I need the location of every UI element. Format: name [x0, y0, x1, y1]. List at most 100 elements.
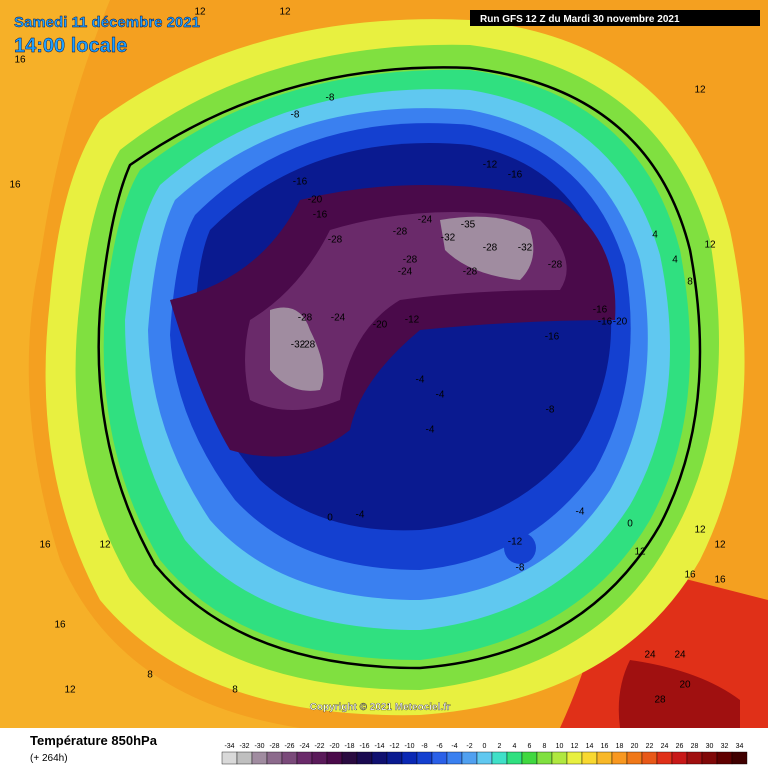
scale-label: 6: [528, 743, 532, 750]
scale-label: 8: [543, 743, 547, 750]
contour-label: -28: [393, 227, 408, 238]
scale-label: 30: [706, 743, 714, 750]
contour-label: -4: [436, 390, 445, 401]
scale-swatch: [641, 751, 658, 765]
contour-label: -28: [301, 340, 316, 351]
scale-swatch: [431, 751, 448, 765]
contour-label: -12: [483, 160, 498, 171]
color-scale: -34 -32 -30 -28 -26 -24 -22 -20 -18 -16 -14 -12 -10-…: [221, 743, 748, 765]
contour-label: -8: [326, 93, 335, 104]
contour-label: 8: [687, 277, 693, 288]
scale-swatch: [521, 751, 538, 765]
scale-swatch: [596, 751, 613, 765]
contour-label: 16: [684, 570, 696, 581]
scale-label: -34: [224, 743, 234, 750]
scale-label: 28: [691, 743, 699, 750]
scale-swatch: [401, 751, 418, 765]
zero-isotherm: [97, 66, 702, 670]
scale-swatch: [566, 751, 583, 765]
contour-label: 12: [704, 240, 716, 251]
scale-label: 22: [646, 743, 654, 750]
run-info: Run GFS 12 Z du Mardi 30 novembre 2021: [480, 14, 680, 25]
contour-label: -8: [546, 405, 555, 416]
contour-label: 16: [714, 575, 726, 586]
scale-label: 24: [661, 743, 669, 750]
scale-swatch: [266, 751, 283, 765]
contour-label: 12: [99, 540, 111, 551]
scale-swatch: [716, 751, 733, 765]
scale-label: 18: [616, 743, 624, 750]
contour-label: -12: [508, 537, 523, 548]
contour-label: 24: [674, 650, 686, 661]
contour-label: 12: [634, 547, 646, 558]
contour-label: -32: [518, 243, 533, 254]
scale-swatch: [476, 751, 493, 765]
scale-swatch: [551, 751, 568, 765]
contour-label: -28: [328, 235, 343, 246]
contour-label: -20: [613, 317, 628, 328]
scale-label: -16: [359, 743, 369, 750]
scale-label: 34: [736, 743, 744, 750]
scale-swatch: [731, 751, 748, 765]
contour-label: -4: [416, 375, 425, 386]
scale-label: -30: [254, 743, 264, 750]
contour-label: 16: [54, 620, 66, 631]
contour-label: -16: [508, 170, 523, 181]
scale-label: -4: [451, 743, 457, 750]
contour-label: -28: [483, 243, 498, 254]
scale-swatch: [251, 751, 268, 765]
contour-label: -4: [426, 425, 435, 436]
scale-swatch: [686, 751, 703, 765]
contour-label: -4: [356, 510, 365, 521]
contour-label: 4: [672, 255, 678, 266]
scale-swatch: [296, 751, 313, 765]
contour-label: 28: [654, 695, 666, 706]
contour-label: 8: [147, 670, 153, 681]
scale-swatch: [236, 751, 253, 765]
scale-swatch: [281, 751, 298, 765]
scale-swatch: [506, 751, 523, 765]
scale-label: -14: [374, 743, 384, 750]
contour-label: -28: [548, 260, 563, 271]
contour-label: -16: [545, 332, 560, 343]
contour-label: -28: [463, 267, 478, 278]
scale-swatch: [356, 751, 373, 765]
contour-label: -20: [308, 195, 323, 206]
scale-label: 10: [556, 743, 564, 750]
scale-label: 0: [483, 743, 487, 750]
scale-label: -2: [466, 743, 472, 750]
contour-label: -32: [441, 233, 456, 244]
warm-zone: [0, 0, 300, 728]
contour-label: 24: [644, 650, 656, 661]
scale-label: 2: [498, 743, 502, 750]
contour-label: -35: [461, 220, 476, 231]
contour-label: -24: [418, 215, 433, 226]
contour-label: 20: [679, 680, 691, 691]
contour-label: -16: [593, 305, 608, 316]
contour-label: -8: [516, 563, 525, 574]
scale-label: 16: [601, 743, 609, 750]
contour-label: 4: [652, 230, 658, 241]
cold-core-2: [440, 216, 534, 280]
scale-swatch: [311, 751, 328, 765]
low-blob: [504, 532, 536, 564]
contour-label: -28: [298, 313, 313, 324]
scale-label: -8: [421, 743, 427, 750]
contour-label: 12: [194, 7, 206, 18]
scale-swatch: [221, 751, 238, 765]
scale-label: 14: [586, 743, 594, 750]
contour-label: 16: [14, 55, 26, 66]
contour-label: -4: [576, 507, 585, 518]
scale-label: -18: [344, 743, 354, 750]
date: Samedi 11 décembre 2021: [14, 14, 200, 31]
scale-swatch: [386, 751, 403, 765]
run-box: [470, 10, 760, 26]
hot-core: [618, 660, 740, 728]
scale-swatch: [671, 751, 688, 765]
contour-label: 8: [232, 685, 238, 696]
scale-label: -6: [436, 743, 442, 750]
contour-label: 12: [64, 685, 76, 696]
contour-label: -16: [293, 177, 308, 188]
